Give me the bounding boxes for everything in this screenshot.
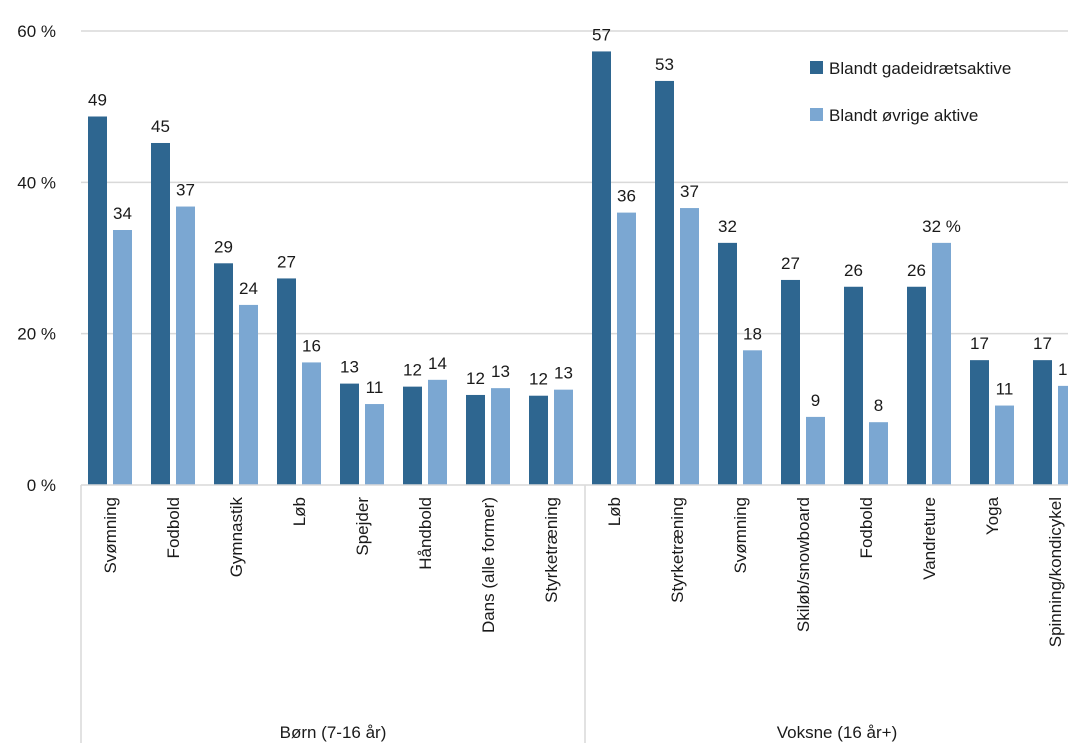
data-label: 12 <box>403 361 422 380</box>
legend-swatch-series-2 <box>810 108 823 121</box>
data-label: 49 <box>88 91 107 110</box>
data-label: 32 <box>718 217 737 236</box>
category-label: Spinning/kondicykel <box>1046 497 1065 647</box>
category-label: Styrketræning <box>542 497 561 603</box>
category-label: Vandreture <box>920 497 939 580</box>
bars <box>88 51 1068 486</box>
group-labels: Børn (7-16 år) Voksne (16 år+) <box>280 723 898 742</box>
category-label: Styrketræning <box>668 497 687 603</box>
bar-series-1 <box>844 286 863 485</box>
bar-series-2 <box>365 404 384 485</box>
bar-series-1 <box>781 279 800 485</box>
y-tick-label: 40 % <box>17 173 56 192</box>
bar-series-1 <box>592 51 611 486</box>
data-label: 12 <box>466 369 485 388</box>
bar-series-2 <box>806 416 825 485</box>
bar-series-1 <box>1033 360 1052 485</box>
data-label: 11 <box>366 378 384 397</box>
y-tick-label: 60 % <box>17 22 56 41</box>
data-label: 53 <box>655 55 674 74</box>
bar-series-2 <box>428 379 447 485</box>
data-label: 8 <box>874 396 883 415</box>
bar-series-2 <box>1058 385 1068 485</box>
bar-series-1 <box>718 242 737 485</box>
category-label: Løb <box>290 497 309 526</box>
data-label: 37 <box>680 182 699 201</box>
data-label: 13 <box>1058 360 1068 379</box>
bar-series-1 <box>907 286 926 485</box>
category-labels: Svømning Fodbold Gymnastik Løb Spejder Håndbo… <box>101 496 1065 647</box>
data-label: 45 <box>151 117 170 136</box>
data-label: 26 <box>907 261 926 280</box>
data-label: 34 <box>113 204 132 223</box>
bar-series-2 <box>554 389 573 485</box>
category-label: Svømning <box>731 497 750 574</box>
bar-series-2 <box>617 212 636 485</box>
data-label: 11 <box>996 380 1014 399</box>
bar-series-2 <box>995 405 1014 485</box>
bar-series-1 <box>214 263 233 485</box>
category-label: Svømning <box>101 497 120 574</box>
legend: Blandt gadeidrætsaktive Blandt øvrige ak… <box>810 59 1011 125</box>
data-label: 17 <box>970 334 989 353</box>
x-axis <box>80 484 1068 743</box>
data-label: 17 <box>1033 334 1052 353</box>
legend-swatch-series-1 <box>810 61 823 74</box>
category-label: Skiløb/snowboard <box>794 497 813 632</box>
bar-series-2 <box>680 208 699 485</box>
data-label: 27 <box>277 252 296 271</box>
category-label: Fodbold <box>857 497 876 558</box>
data-label: 14 <box>428 354 447 373</box>
bar-series-1 <box>340 383 359 485</box>
data-label: 29 <box>214 237 233 256</box>
data-label: 27 <box>781 254 800 273</box>
data-label: 57 <box>592 25 611 44</box>
data-label: 13 <box>491 362 510 381</box>
data-label: 26 <box>844 261 863 280</box>
bar-series-2 <box>176 206 195 485</box>
data-label: 13 <box>554 364 573 383</box>
data-label: 36 <box>617 187 636 206</box>
legend-label-series-1: Blandt gadeidrætsaktive <box>829 59 1011 78</box>
data-label: 12 <box>529 370 548 389</box>
category-label: Håndbold <box>416 497 435 570</box>
category-label: Gymnastik <box>227 497 246 578</box>
bar-series-2 <box>491 388 510 485</box>
bar-series-1 <box>88 116 107 486</box>
data-label: 18 <box>743 324 762 343</box>
data-label: 24 <box>239 279 258 298</box>
bar-series-1 <box>655 80 674 485</box>
legend-label-series-2: Blandt øvrige aktive <box>829 106 978 125</box>
data-labels: 49 45 29 27 13 12 12 12 57 53 32 27 26 26 17 17 34 37 24 16… <box>88 25 1068 415</box>
bar-series-1 <box>277 278 296 485</box>
y-axis-ticks: 0 % 20 % 40 % 60 % <box>17 22 56 495</box>
bar-series-2 <box>743 350 762 485</box>
category-label: Fodbold <box>164 497 183 558</box>
group-label: Voksne (16 år+) <box>777 723 898 742</box>
bar-series-2 <box>932 242 951 485</box>
data-label: 37 <box>176 181 195 200</box>
category-label: Løb <box>605 497 624 526</box>
category-label: Yoga <box>983 496 1002 535</box>
data-label: 32 % <box>922 217 961 236</box>
bar-series-1 <box>970 360 989 485</box>
category-label: Spejder <box>353 497 372 556</box>
bar-series-2 <box>302 362 321 485</box>
bar-series-1 <box>403 386 422 485</box>
bar-series-1 <box>151 142 170 485</box>
bar-series-1 <box>466 394 485 485</box>
data-label: 9 <box>811 391 820 410</box>
y-tick-label: 20 % <box>17 325 56 344</box>
bar-series-2 <box>239 304 258 485</box>
bar-series-2 <box>113 230 132 485</box>
data-label: 13 <box>340 358 359 377</box>
y-tick-label: 0 % <box>27 476 56 495</box>
group-label: Børn (7-16 år) <box>280 723 387 742</box>
bar-series-2 <box>869 422 888 485</box>
bar-series-1 <box>529 395 548 485</box>
data-label: 16 <box>302 336 321 355</box>
category-label: Dans (alle former) <box>479 497 498 633</box>
